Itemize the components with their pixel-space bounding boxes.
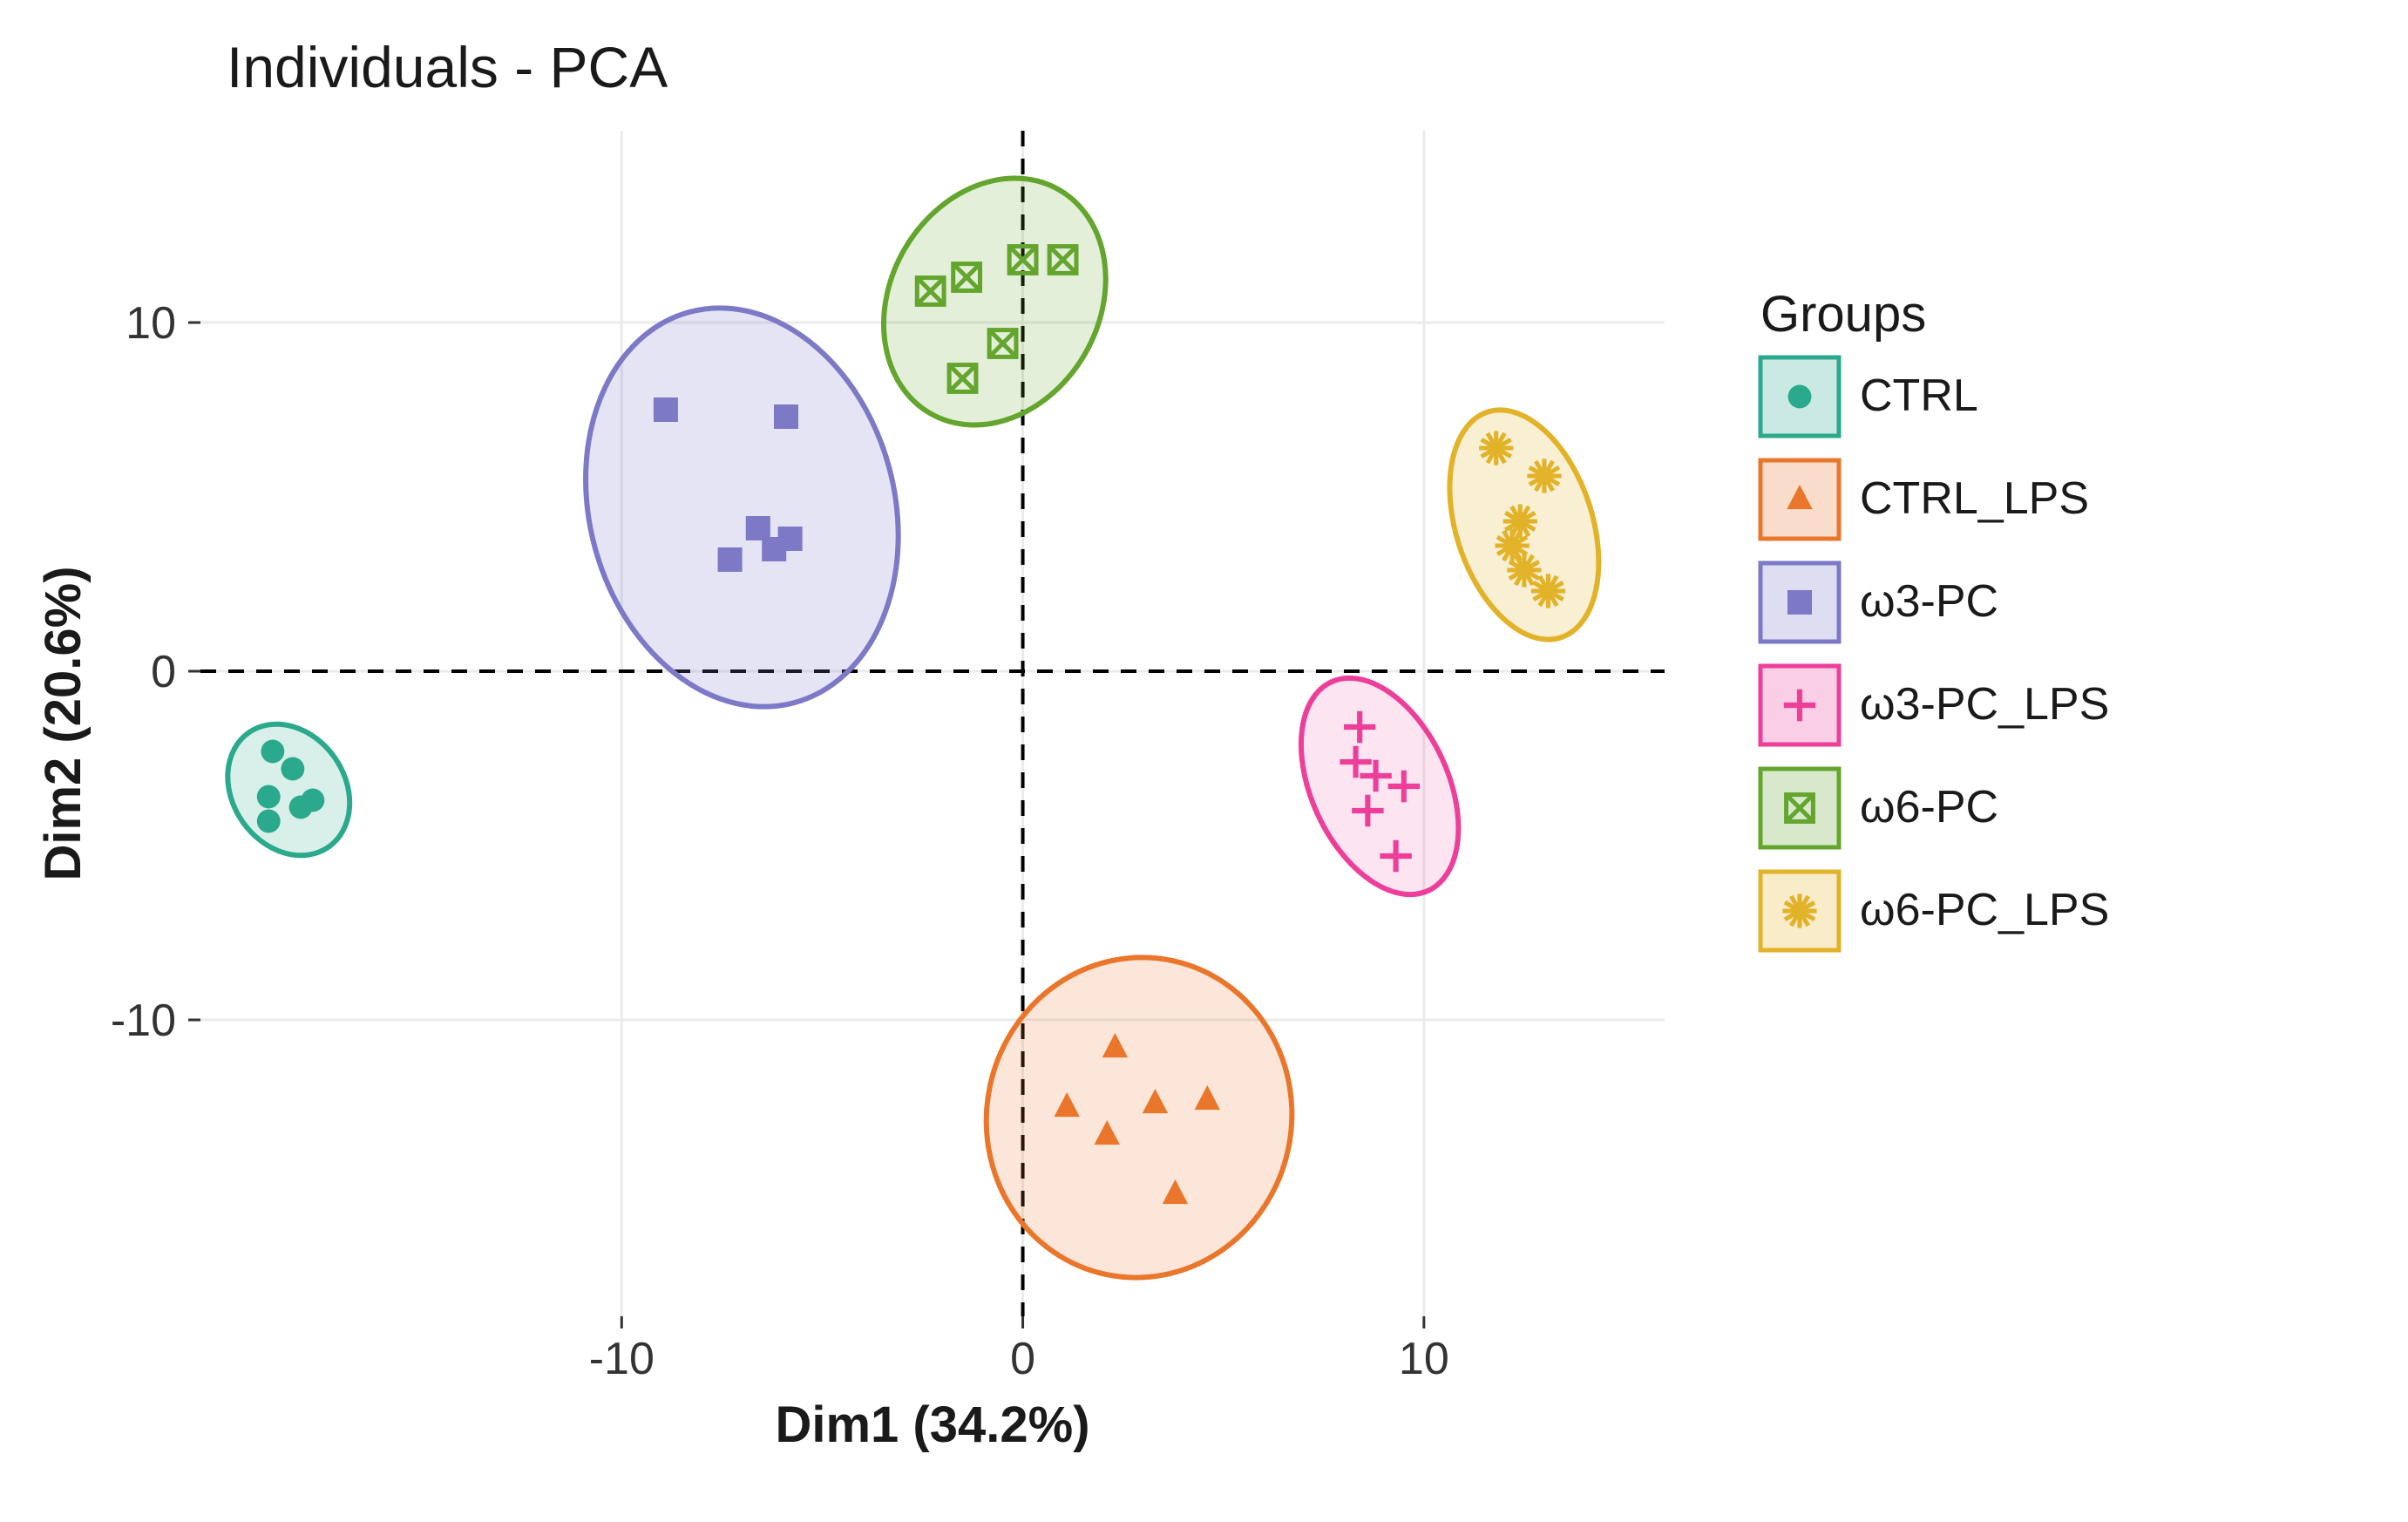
marker-square	[774, 404, 798, 429]
marker-circle	[289, 796, 313, 819]
y-tick-label: 0	[151, 647, 176, 697]
legend-item: ω6-PC_LPS	[1760, 872, 2109, 950]
chart-title: Individuals - PCA	[227, 35, 668, 99]
marker-circle	[257, 810, 281, 833]
legend-label: ω6-PC	[1860, 782, 1998, 832]
legend-item: ω3-PC_LPS	[1760, 666, 2109, 744]
marker-circle	[261, 740, 284, 764]
legend: Groups CTRL CTRL_LPS ω3-PC ω3-PC_LPS ω6-PC ω6-…	[1760, 286, 2109, 950]
legend-item: ω6-PC	[1760, 769, 1998, 847]
y-axis-label: Dim2 (20.6%)	[35, 566, 92, 880]
x-tick-label: -10	[589, 1334, 655, 1384]
y-tick-label: -10	[111, 995, 176, 1046]
legend-item: ω3-PC	[1760, 563, 1998, 642]
legend-label: CTRL_LPS	[1860, 473, 2089, 524]
marker-circle	[257, 785, 281, 809]
marker-square	[654, 397, 678, 422]
marker-square	[778, 527, 803, 551]
marker-square	[746, 516, 770, 540]
marker-circle	[281, 758, 304, 781]
legend-label: ω3-PC_LPS	[1860, 679, 2109, 730]
marker-square	[718, 547, 743, 572]
legend-label: ω3-PC	[1860, 576, 1998, 627]
legend-item: CTRL_LPS	[1760, 460, 2089, 539]
x-tick-label: 0	[1010, 1334, 1035, 1384]
legend-title: Groups	[1760, 286, 1926, 343]
legend-label: ω6-PC_LPS	[1860, 885, 2109, 935]
x-axis-label: Dim1 (34.2%)	[775, 1396, 1089, 1453]
legend-item: CTRL	[1760, 357, 1978, 436]
legend-label: CTRL	[1860, 370, 1978, 421]
y-tick-label: 10	[125, 298, 176, 349]
pca-scatter-chart: Individuals - PCA -10 0 10 -10 0 10 Dim1 (34.2%…	[0, 0, 2408, 1522]
x-tick-label: 10	[1399, 1334, 1449, 1384]
marker-square	[1787, 590, 1812, 615]
marker-circle	[1788, 385, 1812, 409]
